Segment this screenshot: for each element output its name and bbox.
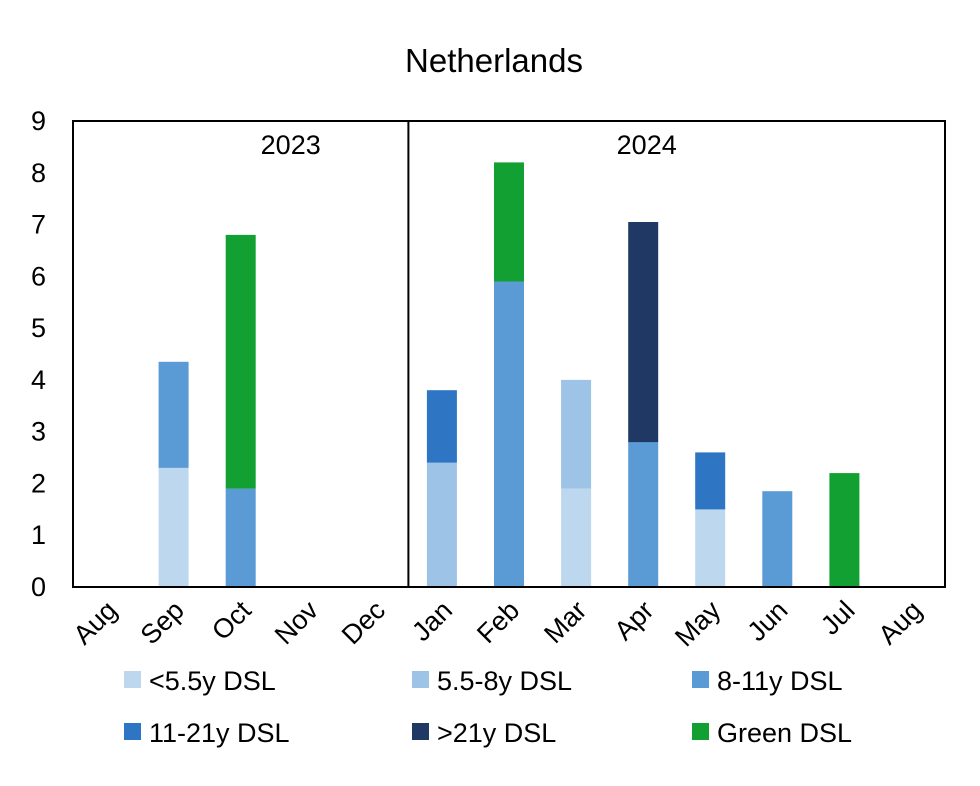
year-labels: 2023 2024 <box>261 130 677 160</box>
legend-label: Green DSL <box>717 718 852 748</box>
legend-label: 5.5-8y DSL <box>437 666 572 696</box>
legend-item: 5.5-8y DSL <box>412 666 572 696</box>
legend-item: >21y DSL <box>412 718 556 748</box>
legend-swatch <box>412 723 429 740</box>
bar-segment-feb-6-series-2 <box>494 281 524 587</box>
legend-item: 11-21y DSL <box>124 718 290 748</box>
x-axis-ticks: Aug Sep Oct Nov Dec Jan Feb Mar Apr May Jun Jul Aug <box>68 595 928 653</box>
legend-swatch <box>692 671 709 688</box>
x-tick-label: Sep <box>135 595 190 650</box>
y-tick-label: 9 <box>31 106 46 136</box>
legend-label: 8-11y DSL <box>717 666 843 696</box>
y-tick-label: 5 <box>31 313 46 343</box>
bar-segment-jul-11-series-5 <box>829 473 860 587</box>
bar-segment-sep-1-series-2 <box>158 361 189 468</box>
y-tick-label: 6 <box>31 261 46 291</box>
bar-segment-may-9-series-3 <box>695 452 726 510</box>
legend-label: <5.5y DSL <box>149 666 276 696</box>
y-tick-label: 7 <box>31 210 46 240</box>
bar-segment-jan-5-series-1 <box>426 462 457 587</box>
bar-segment-mar-7-series-0 <box>561 488 592 587</box>
chart-title: Netherlands <box>405 42 583 79</box>
y-tick-label: 2 <box>31 468 46 498</box>
y-tick-label: 1 <box>31 520 46 550</box>
y-tick-label: 4 <box>31 365 46 395</box>
x-tick-label: Feb <box>471 595 525 649</box>
year-label-2024: 2024 <box>617 130 677 160</box>
bar-segment-sep-1-series-0 <box>158 467 189 587</box>
x-tick-label: Aug <box>68 595 123 650</box>
legend-item: Green DSL <box>692 718 852 748</box>
x-tick-label: Nov <box>269 595 325 651</box>
legend-swatch <box>124 723 141 740</box>
legend-swatch <box>412 671 429 688</box>
legend-label: >21y DSL <box>437 718 556 748</box>
legend-label: 11-21y DSL <box>149 718 290 748</box>
bar-segment-oct-2-series-5 <box>225 234 256 489</box>
plot-frame <box>72 120 946 588</box>
bar-segment-feb-6-series-5 <box>494 162 524 282</box>
legend-item: <5.5y DSL <box>124 666 276 696</box>
x-tick-label: Mar <box>538 595 592 649</box>
legend: <5.5y DSL 5.5-8y DSL 8-11y DSL 11-21y DSL >2… <box>124 666 852 748</box>
bar-segment-may-9-series-0 <box>695 509 726 587</box>
x-tick-label: Jul <box>815 595 861 641</box>
bars <box>158 162 860 587</box>
year-label-2023: 2023 <box>261 130 321 160</box>
y-tick-label: 0 <box>31 572 46 602</box>
bar-segment-apr-8-series-2 <box>628 442 659 587</box>
bar-segment-jun-10-series-2 <box>762 491 793 587</box>
x-tick-label: Apr <box>609 595 660 646</box>
legend-swatch <box>124 671 141 688</box>
x-tick-label: Jan <box>406 595 458 647</box>
legend-swatch <box>692 723 709 740</box>
y-axis-ticks: 0 1 2 3 4 5 6 7 8 9 <box>31 106 46 602</box>
bar-segment-apr-8-series-4 <box>628 222 659 443</box>
x-tick-label: Jun <box>742 595 794 647</box>
x-tick-label: Aug <box>873 595 928 650</box>
x-tick-label: Oct <box>206 595 257 646</box>
x-tick-label: Dec <box>336 595 391 650</box>
legend-item: 8-11y DSL <box>692 666 843 696</box>
y-tick-label: 3 <box>31 417 46 447</box>
x-tick-label: May <box>669 595 727 653</box>
bar-segment-oct-2-series-2 <box>225 488 256 587</box>
bar-segment-mar-7-series-1 <box>561 379 592 489</box>
y-tick-label: 8 <box>31 158 46 188</box>
bar-segment-jan-5-series-3 <box>426 390 457 463</box>
